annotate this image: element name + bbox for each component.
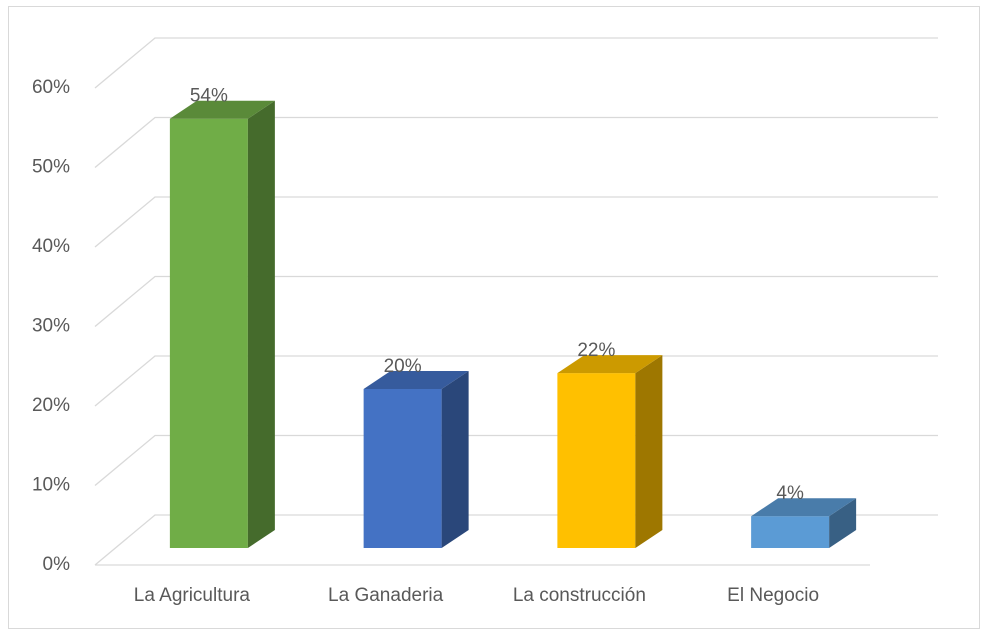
y-tick-label: 60% (32, 77, 70, 98)
grid-line (94, 355, 938, 407)
bar-top (751, 498, 857, 517)
grid-line (94, 116, 938, 168)
value-label: 54% (190, 86, 228, 107)
bar-side (441, 371, 469, 548)
grid-line (94, 196, 938, 248)
y-tick-label: 10% (32, 475, 70, 496)
value-label: 4% (776, 483, 804, 504)
bar-top (169, 100, 275, 119)
value-label: 22% (577, 340, 615, 361)
value-label: 20% (384, 356, 422, 377)
bar-front (557, 373, 636, 548)
x-tick-label: El Negocio (727, 585, 819, 606)
x-tick-label: La Agricultura (134, 585, 251, 606)
grid-line (94, 434, 938, 486)
bar-top (363, 371, 469, 389)
bar-front (751, 516, 830, 548)
y-tick-label: 20% (32, 395, 70, 416)
bar-front (169, 118, 248, 548)
bar-side (635, 355, 663, 548)
y-tick-label: 50% (32, 157, 70, 178)
grid-line (94, 275, 938, 327)
x-tick-label: La construcción (513, 585, 646, 606)
grid-line (94, 37, 938, 89)
bar-side (247, 100, 275, 548)
bar-top (557, 355, 663, 374)
bar-side (829, 498, 857, 548)
bar-front (363, 389, 442, 548)
y-tick-label: 0% (43, 554, 71, 575)
grid-line (94, 514, 938, 566)
y-tick-label: 30% (32, 316, 70, 337)
y-tick-label: 40% (32, 236, 70, 257)
x-tick-label: La Ganaderia (328, 585, 444, 606)
